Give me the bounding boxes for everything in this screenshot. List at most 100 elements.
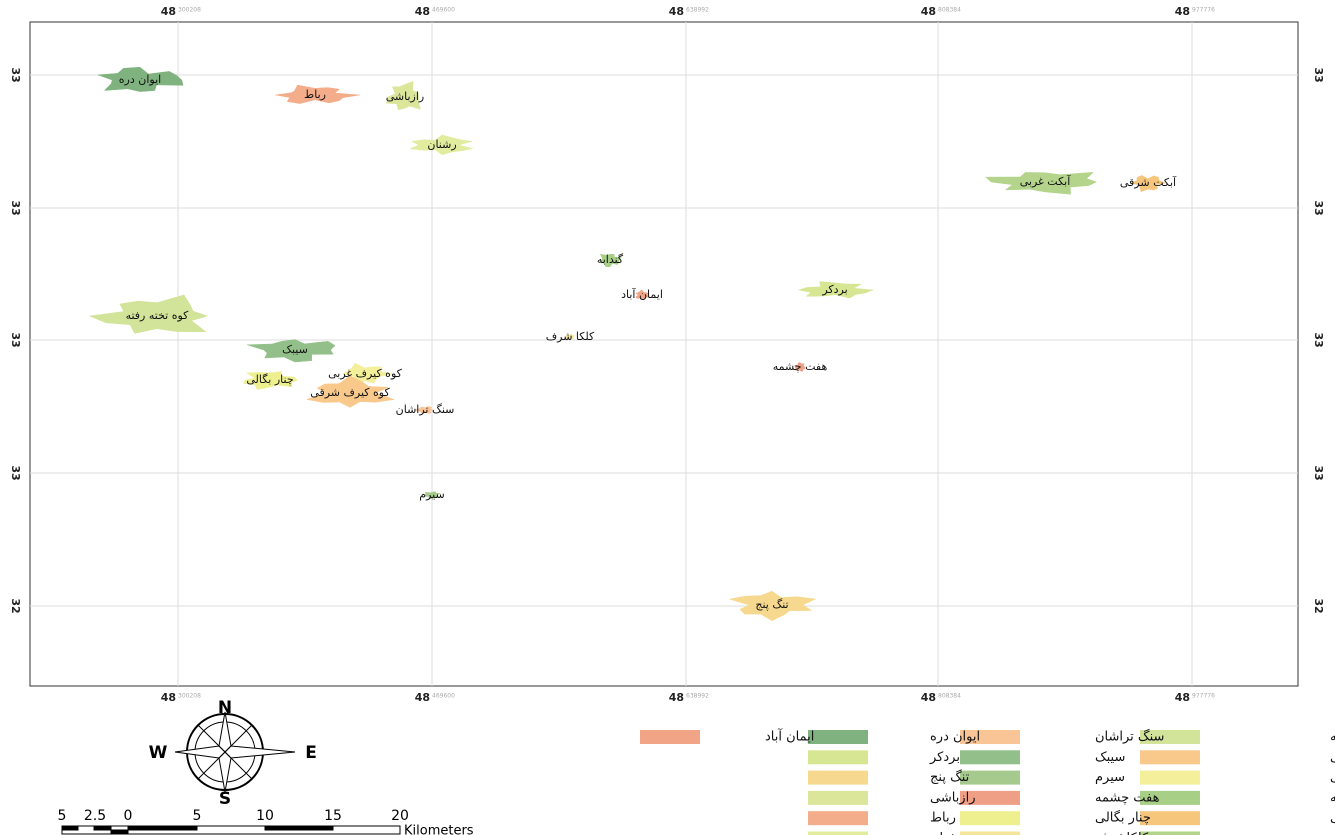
top-tick-major: 48 xyxy=(921,5,936,18)
legend-label: هفت چشمه xyxy=(1095,790,1160,805)
legend-swatch xyxy=(808,831,868,835)
scale-label: 5 xyxy=(193,808,202,824)
bottom-tick-major: 48 xyxy=(415,691,430,704)
map-frame xyxy=(29,21,1299,687)
legend-swatch xyxy=(1140,831,1200,835)
compass-east: E xyxy=(305,743,317,763)
region xyxy=(247,339,336,363)
region xyxy=(305,375,395,408)
right-tick: 33 xyxy=(1312,67,1325,82)
legend-label: ایمان آباد xyxy=(765,728,814,745)
right-tick: 33 xyxy=(1312,465,1325,480)
region-label: آبکت شرقی xyxy=(1120,175,1177,189)
legend-swatch xyxy=(1140,811,1200,826)
legend-swatch xyxy=(960,790,1020,805)
legend-label: رازباشی xyxy=(930,790,975,805)
region-label: کوه کیرف غربی xyxy=(328,367,403,380)
region xyxy=(635,289,651,300)
scale-label: 5 xyxy=(58,808,67,824)
scale-label: 0 xyxy=(124,808,133,824)
region-label: سیرم xyxy=(419,488,444,501)
legend-label: کوه کیرف غربی xyxy=(1330,770,1335,785)
legend-swatch xyxy=(808,730,868,744)
legend-label: آبکت شرقی xyxy=(1330,809,1335,826)
region xyxy=(598,253,623,268)
scale-label: 20 xyxy=(391,808,409,824)
legend-label: کوه تخته رفته xyxy=(1330,730,1335,745)
compass-north: N xyxy=(218,698,232,718)
legend-swatch xyxy=(1140,770,1200,785)
legend-swatch xyxy=(960,831,1020,835)
region-label: ایمان آباد xyxy=(621,287,663,301)
legend-label: رشنان xyxy=(930,831,965,835)
region xyxy=(275,84,360,104)
legend-label: تنگ پنج xyxy=(930,769,970,785)
legend-label: رباط xyxy=(930,811,956,826)
legend-label: ایوان دره xyxy=(930,730,980,745)
region-label: ایوان دره xyxy=(119,73,161,86)
left-tick: 33 xyxy=(9,67,22,82)
region xyxy=(409,134,473,156)
legend-label: کوه کیرف شرقی xyxy=(1330,750,1335,765)
region-label: رازباشی xyxy=(386,90,424,103)
region xyxy=(798,281,874,299)
region-label: هفت چشمه xyxy=(773,360,828,373)
top-tick-major: 48 xyxy=(161,5,176,18)
bottom-tick-minor: 300208 xyxy=(178,693,201,700)
bottom-tick-minor: 977776 xyxy=(1192,693,1215,700)
region-label: تنگ پنج xyxy=(755,598,788,611)
left-tick: 33 xyxy=(9,465,22,480)
legend-swatch xyxy=(808,811,868,826)
top-tick-minor: 300208 xyxy=(178,7,201,14)
bottom-tick-minor: 638992 xyxy=(686,693,709,700)
legend-label: بردکر xyxy=(929,750,960,765)
top-tick-minor: 808384 xyxy=(938,7,961,14)
region xyxy=(564,334,576,341)
scale-label: 15 xyxy=(324,808,342,824)
region xyxy=(97,66,184,92)
region-label: رباط xyxy=(304,88,326,101)
legend-label: گندابه xyxy=(1330,789,1335,805)
region xyxy=(729,590,817,621)
bottom-tick-major: 48 xyxy=(161,691,176,704)
compass xyxy=(174,711,296,793)
bottom-tick-major: 48 xyxy=(669,691,684,704)
legend-swatch xyxy=(960,811,1020,826)
right-tick: 33 xyxy=(1312,332,1325,347)
legend-swatch xyxy=(808,750,868,765)
legend-label: سیرم xyxy=(1095,770,1125,785)
region xyxy=(794,362,806,373)
region xyxy=(1130,175,1167,193)
top-tick-major: 48 xyxy=(669,5,684,18)
left-tick: 33 xyxy=(9,200,22,215)
compass-west: W xyxy=(149,743,168,763)
left-tick: 33 xyxy=(9,332,22,347)
region xyxy=(985,171,1098,195)
legend-swatch xyxy=(960,770,1020,785)
region-label: کوه کیرف شرقی xyxy=(310,386,390,399)
right-tick: 33 xyxy=(1312,200,1325,215)
region xyxy=(385,81,421,111)
region xyxy=(424,491,441,500)
scale-bar xyxy=(61,825,401,835)
legend-label: آبکت غربی xyxy=(1330,829,1335,835)
top-tick-major: 48 xyxy=(1175,5,1190,18)
region xyxy=(413,406,434,414)
legend-swatch xyxy=(808,770,868,785)
region-label: سیبک xyxy=(282,343,308,356)
legend-swatch xyxy=(1140,790,1200,805)
right-tick: 32 xyxy=(1312,598,1325,613)
compass-south: S xyxy=(219,789,231,809)
region-label: چنار بگالی xyxy=(246,373,293,386)
legend-swatch xyxy=(1140,750,1200,765)
legend-label: سیبک xyxy=(1095,750,1125,765)
top-tick-minor: 977776 xyxy=(1192,7,1215,14)
top-tick-major: 48 xyxy=(415,5,430,18)
legend-swatch xyxy=(640,730,700,744)
bottom-tick-minor: 808384 xyxy=(938,693,961,700)
region xyxy=(88,294,209,334)
legend-label: چنار بگالی xyxy=(1095,810,1151,826)
top-tick-minor: 638992 xyxy=(686,7,709,14)
